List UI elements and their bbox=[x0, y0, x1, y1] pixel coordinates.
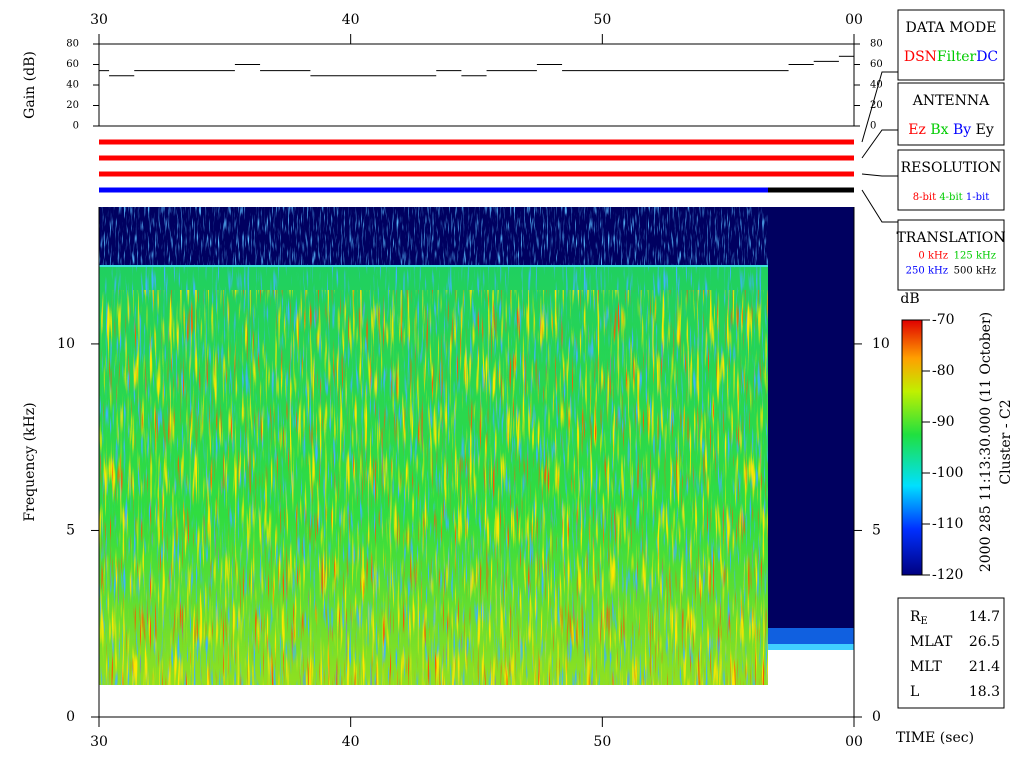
x-tick-label: 00 bbox=[845, 12, 863, 28]
colorbar-tick-label: -110 bbox=[932, 516, 963, 532]
spectrogram-empty bbox=[768, 207, 854, 650]
panel-item: 125 kHz bbox=[954, 251, 996, 262]
y-axis-title: Frequency (kHz) bbox=[22, 402, 38, 521]
panel-title: TRANSLATION bbox=[896, 230, 1005, 246]
x-tick-label: 30 bbox=[90, 12, 108, 28]
param-value: 26.5 bbox=[969, 634, 1000, 650]
caption: 2000 285 11:13:30.000 (11 October) bbox=[978, 312, 994, 572]
panel-item: 1-bit bbox=[966, 192, 989, 203]
panel-title: DATA MODE bbox=[906, 20, 997, 36]
param-label-sub: E bbox=[921, 616, 928, 627]
panel-item: 4-bit bbox=[939, 192, 962, 203]
panel-title: RESOLUTION bbox=[901, 160, 1002, 176]
connector bbox=[861, 71, 898, 143]
colorbar-title: dB bbox=[900, 291, 919, 307]
y-tick-label: 40 bbox=[870, 80, 883, 91]
panel-item: 8-bit bbox=[913, 192, 936, 203]
y-tick-label: 60 bbox=[870, 59, 883, 70]
y-tick-label: 80 bbox=[870, 39, 883, 50]
y-tick-label: 20 bbox=[870, 100, 883, 111]
y-axis-title: Gain (dB) bbox=[22, 51, 38, 119]
param-label-text: R bbox=[910, 609, 921, 625]
colorbar-tick-label: -70 bbox=[932, 312, 955, 328]
connectors bbox=[861, 71, 898, 223]
spectrogram-image bbox=[99, 207, 854, 685]
param-label: MLAT bbox=[910, 634, 953, 650]
panel-box bbox=[897, 82, 1005, 146]
y-tick-label: 0 bbox=[872, 709, 881, 725]
y-tick-label: 0 bbox=[73, 121, 79, 132]
y-tick-label: 0 bbox=[66, 709, 75, 725]
panel-item: 250 kHz bbox=[906, 266, 948, 277]
x-tick-label: 30 bbox=[90, 734, 108, 750]
gain-frame bbox=[98, 43, 855, 127]
colorbar-tick-label: -90 bbox=[932, 414, 955, 430]
param-label-text: MLAT bbox=[910, 634, 953, 650]
panel-items: 8-bit 4-bit 1-bit bbox=[913, 192, 989, 203]
param-label: RE bbox=[910, 609, 928, 627]
panel-item: By bbox=[953, 122, 971, 138]
y-tick-label: 20 bbox=[66, 100, 79, 111]
colorbar-tick-label: -120 bbox=[932, 567, 963, 583]
colorbar bbox=[901, 319, 923, 576]
param-label-text: L bbox=[910, 684, 919, 700]
y-tick-label: 0 bbox=[870, 121, 876, 132]
x-tick-label: 40 bbox=[342, 12, 360, 28]
spectrogram-texture bbox=[99, 207, 768, 265]
panel-item: Filter bbox=[937, 49, 977, 65]
panel-items: Ez Bx By Ey bbox=[908, 122, 994, 138]
spectrogram-band bbox=[768, 644, 854, 650]
y-tick-label: 40 bbox=[66, 80, 79, 91]
connector bbox=[861, 129, 898, 159]
param-value: 21.4 bbox=[969, 659, 1000, 675]
y-tick-label: 5 bbox=[872, 522, 881, 538]
y-tick-label: 60 bbox=[66, 59, 79, 70]
param-label-text: MLT bbox=[910, 659, 942, 675]
panel-item: Ez bbox=[908, 122, 926, 138]
panel-items: DSNFilterDC bbox=[904, 49, 998, 65]
y-tick-label: 80 bbox=[66, 39, 79, 50]
caption: Cluster - C2 bbox=[998, 399, 1014, 484]
panel-item: Ey bbox=[976, 122, 994, 138]
x-tick-label: 00 bbox=[845, 734, 863, 750]
param-label: MLT bbox=[910, 659, 942, 675]
panel-item: 0 kHz bbox=[918, 251, 948, 262]
panel-item: Bx bbox=[930, 122, 948, 138]
colorbar-tick-label: -80 bbox=[932, 363, 955, 379]
param-label: L bbox=[910, 684, 919, 700]
panel-box bbox=[897, 219, 1005, 291]
panel-item: DC bbox=[976, 49, 998, 65]
connector bbox=[861, 173, 898, 177]
connector bbox=[861, 189, 898, 223]
param-value: 14.7 bbox=[969, 609, 1000, 625]
x-tick-label: 50 bbox=[593, 12, 611, 28]
y-tick-label: 10 bbox=[872, 336, 890, 352]
panel-item: DSN bbox=[904, 49, 937, 65]
panel-box bbox=[897, 9, 1005, 81]
params-box bbox=[897, 597, 1005, 709]
x-tick-label: 50 bbox=[593, 734, 611, 750]
x-axis-title: TIME (sec) bbox=[896, 730, 974, 746]
panel-item: 500 kHz bbox=[954, 266, 996, 277]
spectrogram-texture bbox=[99, 290, 768, 685]
y-tick-label: 5 bbox=[66, 522, 75, 538]
x-tick-label: 40 bbox=[342, 734, 360, 750]
param-value: 18.3 bbox=[969, 684, 1000, 700]
panel-box bbox=[897, 149, 1005, 211]
y-tick-label: 10 bbox=[57, 336, 75, 352]
colorbar-tick-label: -100 bbox=[932, 465, 963, 481]
panel-title: ANTENNA bbox=[912, 93, 990, 109]
